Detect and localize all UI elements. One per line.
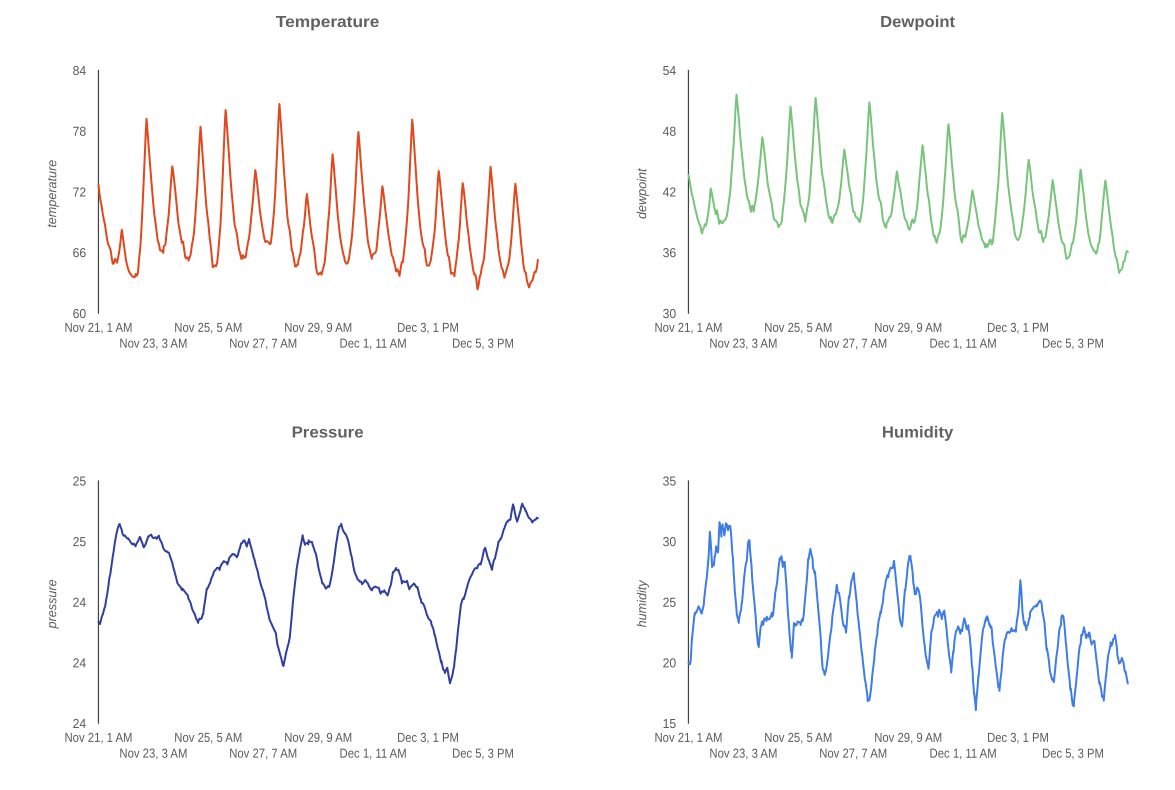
svg-text:24: 24 (73, 655, 87, 670)
svg-text:25: 25 (663, 595, 677, 610)
svg-text:Temperature: Temperature (276, 14, 380, 31)
svg-text:Nov 23, 3 AM: Nov 23, 3 AM (119, 336, 187, 351)
svg-text:Dec 5, 3 PM: Dec 5, 3 PM (1042, 336, 1104, 351)
svg-text:60: 60 (73, 306, 87, 321)
svg-text:dewpoint: dewpoint (634, 167, 649, 219)
svg-text:Nov 25, 5 AM: Nov 25, 5 AM (764, 320, 832, 335)
svg-text:15: 15 (663, 716, 677, 731)
svg-text:Nov 27, 7 AM: Nov 27, 7 AM (819, 336, 887, 351)
svg-text:Dec 3, 1 PM: Dec 3, 1 PM (987, 320, 1049, 335)
svg-text:Nov 29, 9 AM: Nov 29, 9 AM (284, 730, 352, 745)
svg-text:Dec 1, 11 AM: Dec 1, 11 AM (930, 336, 997, 351)
svg-text:25: 25 (73, 473, 87, 488)
svg-text:Dec 5, 3 PM: Dec 5, 3 PM (1042, 746, 1104, 761)
svg-text:Nov 23, 3 AM: Nov 23, 3 AM (709, 336, 777, 351)
svg-text:20: 20 (663, 655, 677, 670)
svg-text:48: 48 (663, 124, 677, 139)
svg-text:Nov 27, 7 AM: Nov 27, 7 AM (229, 746, 297, 761)
svg-text:78: 78 (73, 124, 87, 139)
svg-text:35: 35 (663, 473, 677, 488)
svg-text:Dec 3, 1 PM: Dec 3, 1 PM (987, 730, 1049, 745)
svg-text:Dewpoint: Dewpoint (880, 14, 956, 31)
svg-text:Nov 25, 5 AM: Nov 25, 5 AM (174, 730, 242, 745)
svg-text:30: 30 (663, 306, 677, 321)
svg-text:Pressure: Pressure (292, 424, 364, 441)
svg-text:Nov 29, 9 AM: Nov 29, 9 AM (874, 730, 942, 745)
svg-text:66: 66 (73, 245, 87, 260)
svg-text:Dec 1, 11 AM: Dec 1, 11 AM (340, 336, 407, 351)
svg-text:Dec 3, 1 PM: Dec 3, 1 PM (397, 730, 459, 745)
svg-text:Nov 21, 1 AM: Nov 21, 1 AM (654, 320, 722, 335)
svg-text:Nov 29, 9 AM: Nov 29, 9 AM (284, 320, 352, 335)
svg-text:25: 25 (73, 534, 87, 549)
svg-text:Nov 21, 1 AM: Nov 21, 1 AM (64, 320, 132, 335)
svg-text:Nov 21, 1 AM: Nov 21, 1 AM (64, 730, 132, 745)
svg-text:36: 36 (663, 245, 677, 260)
svg-text:30: 30 (663, 534, 677, 549)
svg-text:Dec 1, 11 AM: Dec 1, 11 AM (340, 746, 407, 761)
svg-text:24: 24 (73, 716, 87, 731)
svg-text:72: 72 (73, 184, 87, 199)
svg-text:temperature: temperature (44, 160, 59, 228)
svg-text:24: 24 (73, 595, 87, 610)
svg-text:pressure: pressure (44, 579, 59, 629)
svg-text:Nov 27, 7 AM: Nov 27, 7 AM (229, 336, 297, 351)
svg-text:Nov 29, 9 AM: Nov 29, 9 AM (874, 320, 942, 335)
svg-text:Humidity: Humidity (882, 424, 954, 441)
svg-text:Nov 21, 1 AM: Nov 21, 1 AM (654, 730, 722, 745)
svg-text:Dec 5, 3 PM: Dec 5, 3 PM (452, 746, 514, 761)
svg-text:Nov 25, 5 AM: Nov 25, 5 AM (764, 730, 832, 745)
svg-text:84: 84 (73, 63, 87, 78)
svg-text:humidity: humidity (634, 579, 649, 627)
svg-text:Nov 25, 5 AM: Nov 25, 5 AM (174, 320, 242, 335)
svg-text:Dec 1, 11 AM: Dec 1, 11 AM (930, 746, 997, 761)
svg-text:42: 42 (663, 184, 677, 199)
svg-text:Nov 23, 3 AM: Nov 23, 3 AM (709, 746, 777, 761)
svg-text:Nov 23, 3 AM: Nov 23, 3 AM (119, 746, 187, 761)
svg-text:54: 54 (663, 63, 677, 78)
svg-text:Nov 27, 7 AM: Nov 27, 7 AM (819, 746, 887, 761)
svg-text:Dec 3, 1 PM: Dec 3, 1 PM (397, 320, 459, 335)
svg-text:Dec 5, 3 PM: Dec 5, 3 PM (452, 336, 514, 351)
